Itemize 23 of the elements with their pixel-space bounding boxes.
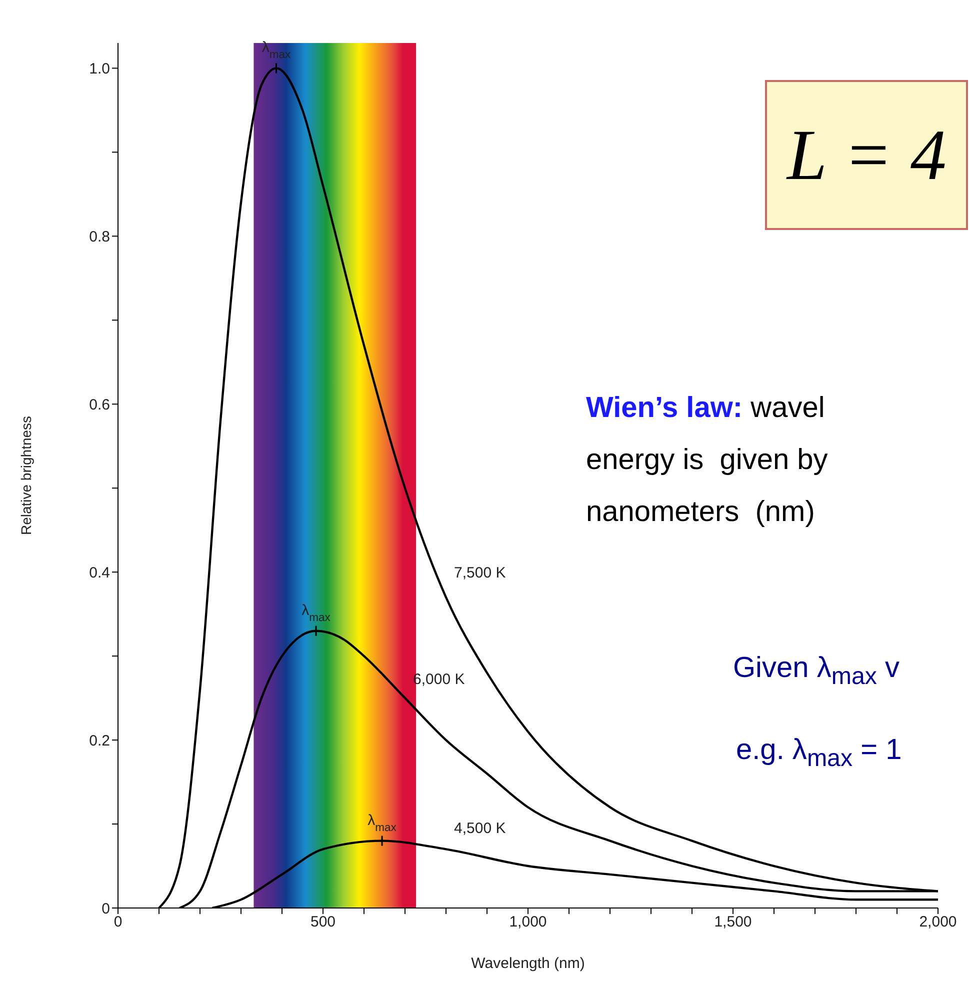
y-axis-title: Relative brightness: [18, 416, 34, 536]
x-tick-label: 0: [114, 914, 122, 931]
x-tick-label: 2,000: [919, 914, 957, 931]
y-tick-label: 1.0: [89, 60, 110, 78]
series-label: 4,500 K: [454, 820, 506, 838]
annotation: Wien’s law: wavel: [586, 392, 825, 424]
annotation: energy is given by: [586, 443, 828, 478]
annotation: L = 4: [765, 80, 968, 230]
x-tick-label: 500: [310, 914, 336, 931]
y-tick-label: 0.2: [89, 732, 110, 750]
annotation: Given λ$_{max}$ v: [733, 651, 900, 692]
y-tick-label: 0.4: [89, 564, 110, 582]
annotation: nanometers (nm): [586, 495, 815, 530]
annotation: λ$_{max}$: [368, 812, 397, 834]
series-label: 7,500 K: [454, 564, 506, 582]
y-tick-label: 0.8: [89, 228, 110, 246]
x-tick-label: 1,000: [509, 914, 547, 931]
annotation: e.g. λ$_{max}$ = 1: [736, 733, 902, 774]
annotation: λ$_{max}$: [262, 39, 292, 62]
x-axis-title: Wavelength (nm): [471, 955, 585, 972]
y-tick-label: 0: [102, 900, 110, 918]
x-tick-label: 1,500: [714, 914, 752, 931]
y-tick-label: 0.6: [89, 396, 110, 414]
